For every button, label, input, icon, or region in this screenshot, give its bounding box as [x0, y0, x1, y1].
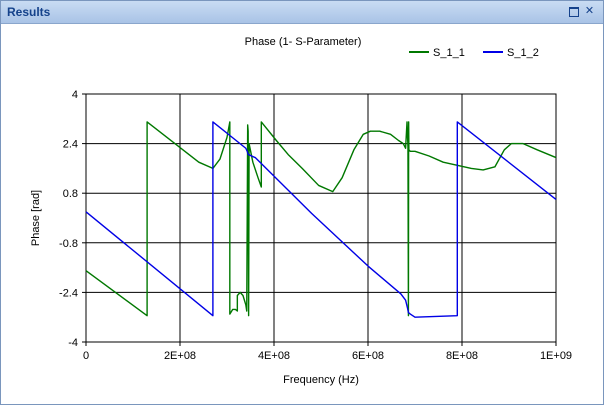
y-tick-label: -2.4 [59, 287, 78, 299]
legend-label: S_1_2 [507, 47, 539, 59]
x-tick-label: 4E+08 [258, 350, 290, 362]
x-tick-label: 8E+08 [446, 350, 478, 362]
y-tick-label: 0.8 [63, 188, 78, 200]
y-tick-label: 4 [72, 89, 78, 101]
title-bar: Results ✕ [1, 1, 603, 24]
x-tick-label: 1E+09 [540, 350, 572, 362]
series-layer [85, 121, 557, 318]
restore-icon[interactable] [567, 5, 580, 18]
chart-area: Phase (1- S-Parameter) S_1_1 S_1_2 0 2E+08… [1, 24, 603, 404]
y-tick-label: 2.4 [63, 139, 78, 151]
y-tick-label: -0.8 [59, 238, 78, 250]
window-title: Results [7, 5, 51, 19]
phase-chart: Phase (1- S-Parameter) S_1_1 S_1_2 0 2E+08… [30, 36, 572, 386]
plot-background [85, 93, 557, 343]
x-tick-label: 2E+08 [164, 350, 196, 362]
close-icon[interactable]: ✕ [584, 5, 595, 17]
y-axis-label: Phase [rad] [30, 190, 42, 246]
x-axis-label: Frequency (Hz) [283, 374, 359, 386]
x-tick-label: 0 [83, 350, 89, 362]
series-line-s-1-1 [85, 121, 557, 317]
tick-labels: 0 2E+08 4E+08 6E+08 8E+08 1E+09 -4 -2.4 -0.8 0.8 2… [59, 89, 572, 362]
chart-title: Phase (1- S-Parameter) [245, 36, 362, 48]
grid [82, 93, 557, 346]
legend: S_1_1 S_1_2 [409, 47, 539, 59]
x-tick-label: 6E+08 [352, 350, 384, 362]
legend-label: S_1_1 [433, 47, 465, 59]
y-tick-label: -4 [68, 337, 78, 349]
series-line-s-1-2 [85, 121, 557, 318]
